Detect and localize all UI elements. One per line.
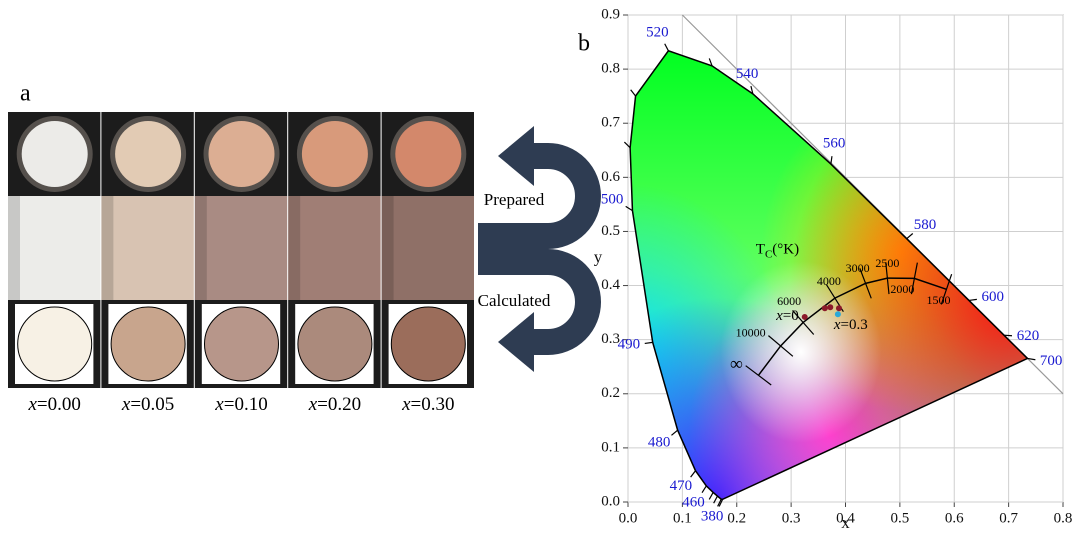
sample-point	[822, 305, 828, 311]
sample-value: =0.30	[411, 394, 455, 415]
photo-tube	[288, 196, 380, 300]
sample-label: x=0.00	[27, 394, 80, 415]
sample-value: =0.20	[317, 394, 361, 415]
photo-tube-shade	[382, 196, 394, 300]
tc-rest: (°K)	[772, 242, 799, 258]
x-tick-label: 0.7	[999, 510, 1018, 526]
photo-dish	[302, 121, 368, 187]
wavelength-label: 540	[736, 66, 759, 82]
panel-label: b	[578, 31, 590, 57]
wavelength-label: 480	[648, 434, 671, 450]
tc-main: T	[756, 242, 765, 258]
x-axis-label: x	[841, 513, 850, 532]
photo-tube-shade	[101, 196, 113, 300]
y-tick-label: 0.4	[601, 277, 620, 293]
sample-value: =0.05	[130, 394, 174, 415]
arrow-head	[498, 312, 534, 372]
calculated-label: Calculated	[478, 291, 551, 310]
x-tick-label: 0.1	[673, 510, 692, 526]
temperature-label: 6000	[777, 294, 801, 308]
sample-label: x=0.30	[401, 394, 454, 415]
photo-tube	[382, 196, 474, 300]
sample-label: x=0.20	[308, 394, 361, 415]
photo-dish	[395, 121, 461, 187]
y-tick-label: 0.2	[601, 385, 620, 401]
sample-value: =0.00	[37, 394, 81, 415]
wavelength-label: 520	[646, 25, 669, 41]
wavelength-label: 500	[601, 191, 624, 207]
photo-tube-shade	[195, 196, 207, 300]
temperature-label: ∞	[730, 353, 743, 373]
y-axis-label: y	[594, 247, 603, 266]
y-tick-label: 0.1	[601, 439, 620, 455]
temperature-label: 1500	[926, 293, 950, 307]
photo-dish	[115, 121, 181, 187]
sample-point	[802, 314, 808, 320]
wavelength-label: 600	[981, 289, 1004, 305]
y-tick-label: 0.7	[601, 115, 620, 131]
photo-tube	[195, 196, 287, 300]
sample-point	[835, 311, 841, 317]
arrow-head	[498, 126, 534, 186]
y-tick-label: 0.6	[601, 169, 620, 185]
x-tick-label: 0.0	[619, 510, 638, 526]
wavelength-label: 560	[823, 136, 846, 152]
sample-annotation: x=0.3	[833, 318, 868, 334]
wavelength-label: 380	[701, 509, 724, 525]
y-tick-label: 0.9	[601, 6, 620, 22]
sample-value: =0.10	[224, 394, 268, 415]
figure: a x=0.00x=0.05x=0.10x=0.20x=0.30 Prepare…	[0, 0, 1083, 533]
calculated-color	[298, 307, 372, 381]
x-tick-label: 0.3	[782, 510, 801, 526]
x-tick-label: 0.5	[891, 510, 910, 526]
wavelength-label: 620	[1017, 328, 1040, 344]
x-tick-label: 0.6	[945, 510, 964, 526]
calculated-color	[18, 307, 92, 381]
annotation-value: =0	[783, 308, 799, 324]
photo-tube	[101, 196, 193, 300]
sample-label: x=0.05	[121, 394, 174, 415]
photo-dish	[209, 121, 275, 187]
photo-grid: x=0.00 x=0.05 x=0.10 x=0.20 x=0.30	[8, 112, 474, 415]
annotation-value: =0.3	[841, 318, 868, 334]
temperature-label: 10000	[736, 326, 766, 340]
x-tick-label: 0.2	[727, 510, 746, 526]
temperature-label: 2000	[890, 282, 914, 296]
sample-point	[827, 304, 833, 310]
locus-tick	[1004, 335, 1012, 336]
prepared-label: Prepared	[484, 190, 545, 209]
sample-annotation: x=0	[775, 308, 799, 324]
calculated-color	[111, 307, 185, 381]
temperature-label: 3000	[846, 261, 870, 275]
photo-tube-shade	[8, 196, 20, 300]
sample-point	[836, 305, 842, 311]
x-tick-label: 0.8	[1054, 510, 1073, 526]
wavelength-label: 470	[670, 478, 693, 494]
photo-tube-shade	[288, 196, 300, 300]
temperature-label: 2500	[875, 256, 899, 270]
y-tick-label: 0.5	[601, 223, 620, 239]
sample-label: x=0.10	[214, 394, 267, 415]
photo-tube	[8, 196, 100, 300]
photo-dish	[22, 121, 88, 187]
temperature-label: 4000	[817, 274, 841, 288]
panel-label: a	[20, 81, 31, 107]
calculated-color	[205, 307, 279, 381]
wavelength-label: 460	[682, 494, 705, 510]
wavelength-label: 700	[1040, 353, 1063, 369]
tc-label: TC(°K)	[756, 242, 799, 260]
y-tick-label: 0.8	[601, 61, 620, 77]
cie-diagram: 0.00.10.20.30.40.50.60.70.80.00.10.20.30…	[594, 6, 1073, 531]
wavelength-label: 580	[914, 217, 937, 233]
wavelength-label: 490	[618, 336, 641, 352]
tc-sub: C	[765, 248, 772, 260]
y-tick-label: 0.0	[601, 493, 620, 509]
calculated-color	[391, 307, 465, 381]
